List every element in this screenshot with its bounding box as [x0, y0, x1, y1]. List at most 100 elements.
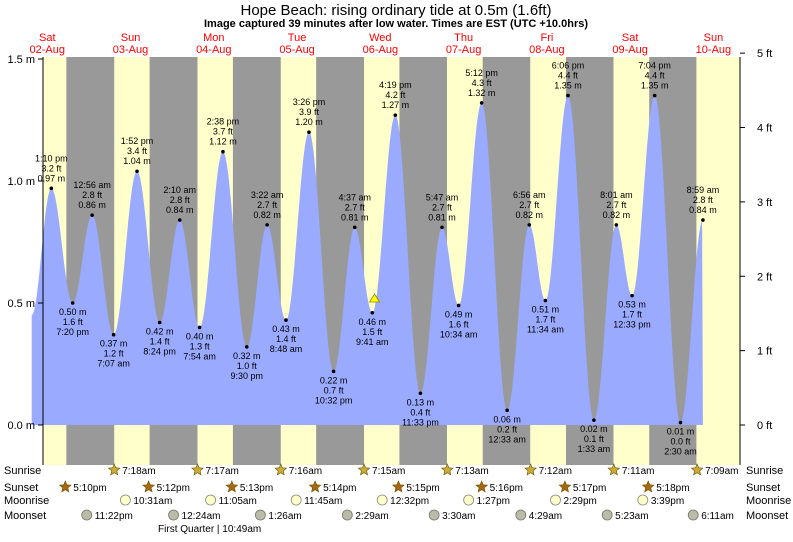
low-tide-point [370, 310, 375, 315]
moonrise-icon [205, 494, 217, 506]
low-tide-meters: 0.43 m [272, 324, 300, 334]
sunset-time: 5:13pm [240, 483, 273, 494]
moonrise-icon [120, 494, 131, 506]
high-tide-feet: 3.2 ft [41, 163, 62, 173]
right-axis-tick-label: 3 ft [757, 197, 772, 209]
sunrise-icon [357, 463, 371, 476]
high-tide-time: 6:06 pm [552, 61, 585, 71]
sunset-time: 5:12pm [157, 483, 190, 494]
low-tide-time: 1:33 am [578, 444, 611, 454]
low-tide-feet: 1.0 ft [237, 361, 258, 371]
day-date-label: 03-Aug [113, 44, 148, 56]
low-tide-meters: 0.06 m [493, 414, 521, 424]
moonrise-icon [376, 494, 388, 506]
day-date-label: 04-Aug [196, 44, 231, 56]
low-tide-feet: 1.5 ft [362, 327, 383, 337]
high-tide-time: 5:47 am [426, 192, 459, 202]
low-tide-time: 7:07 am [97, 359, 130, 369]
sunrise-time: 7:09am [705, 466, 738, 477]
moonset-time: 6:11am [701, 511, 734, 522]
high-tide-time: 1:52 pm [121, 136, 154, 146]
high-tide-point [652, 93, 657, 98]
high-tide-time: 2:38 pm [207, 117, 240, 127]
left-axis-tick-label: 1.0 m [7, 176, 35, 188]
high-tide-time: 2:10 am [163, 185, 196, 195]
high-tide-meters: 1.35 m [641, 81, 669, 91]
high-tide-meters: 0.82 m [516, 210, 544, 220]
moonset-time: 3:30am [442, 511, 475, 522]
day-name-label: Sun [121, 32, 141, 44]
low-tide-meters: 0.01 m [667, 427, 695, 437]
moonrise-icon [550, 494, 561, 506]
sunrise-icon [607, 463, 621, 476]
sunset-time: 5:10pm [73, 483, 106, 494]
high-tide-meters: 0.86 m [78, 200, 106, 210]
high-tide-point [177, 218, 182, 222]
moonrise-icon [290, 494, 302, 506]
high-tide-point [221, 149, 225, 154]
high-tide-meters: 0.82 m [253, 210, 281, 220]
day-name-label: Thu [454, 32, 473, 44]
low-tide-feet: 1.7 ft [535, 315, 556, 325]
high-tide-feet: 2.7 ft [257, 200, 278, 210]
moonset-icon [81, 509, 93, 521]
high-tide-meters: 1.35 m [554, 81, 582, 91]
sunrise-icon [690, 463, 704, 476]
high-tide-point [307, 130, 311, 134]
right-axis-tick-label: 2 ft [757, 271, 772, 283]
low-tide-time: 7:20 pm [56, 327, 89, 337]
high-tide-point [701, 218, 705, 222]
high-tide-feet: 2.7 ft [519, 200, 540, 210]
moonset-row-label-right: Moonset [746, 510, 788, 522]
sunrise-icon [107, 463, 121, 476]
low-tide-point [592, 418, 596, 422]
low-tide-meters: 0.32 m [233, 351, 261, 361]
high-tide-feet: 3.7 ft [213, 127, 234, 137]
high-tide-point [135, 169, 139, 174]
high-tide-meters: 1.32 m [468, 88, 496, 98]
high-tide-feet: 2.7 ft [432, 202, 453, 212]
high-tide-point [393, 113, 398, 117]
moonrise-time: 10:31am [133, 496, 172, 507]
day-date-label: 07-Aug [446, 44, 481, 56]
sunset-time: 5:14pm [323, 483, 356, 494]
low-tide-feet: 0.7 ft [324, 385, 345, 395]
low-tide-time: 2:30 am [664, 447, 697, 457]
low-tide-point [678, 420, 683, 425]
moonrise-time: 11:05am [219, 496, 257, 507]
moonrise-icon [463, 494, 475, 506]
moonset-time: 11:22pm [95, 511, 133, 522]
sunset-time: 5:15pm [406, 483, 439, 494]
moonset-time: 4:29am [529, 511, 562, 522]
moonset-icon [428, 509, 440, 521]
high-tide-point [90, 213, 94, 217]
high-tide-point [352, 225, 357, 230]
moonset-icon [168, 509, 179, 521]
high-tide-time: 7:04 pm [638, 61, 671, 71]
sunrise-time: 7:16am [289, 466, 322, 477]
high-tide-time: 8:59 am [687, 185, 720, 195]
low-tide-time: 11:33 pm [402, 417, 439, 427]
high-tide-point [49, 186, 54, 191]
sunrise-time: 7:17am [205, 466, 238, 477]
low-tide-feet: 1.3 ft [190, 341, 211, 351]
high-tide-time: 12:56 am [73, 180, 111, 190]
high-tide-feet: 4.4 ft [645, 71, 666, 81]
low-tide-time: 12:33 pm [613, 320, 651, 330]
high-tide-feet: 2.7 ft [606, 200, 627, 210]
high-tide-feet: 2.8 ft [693, 195, 714, 205]
low-tide-point [197, 325, 202, 330]
high-tide-feet: 4.4 ft [558, 71, 579, 81]
day-date-label: 09-Aug [612, 44, 647, 56]
high-tide-feet: 2.8 ft [170, 195, 191, 205]
moonrise-row-label-right: Moonrise [746, 495, 791, 507]
current-tide-marker [368, 293, 381, 303]
low-tide-point [284, 318, 288, 322]
high-tide-feet: 3.4 ft [127, 146, 148, 156]
low-tide-point [111, 332, 116, 337]
low-tide-feet: 1.6 ft [63, 317, 84, 327]
high-tide-time: 4:37 am [338, 192, 371, 202]
moonrise-row-label-left: Moonrise [4, 495, 49, 507]
sunset-icon [308, 480, 322, 493]
right-axis-tick-label: 5 ft [757, 48, 772, 60]
